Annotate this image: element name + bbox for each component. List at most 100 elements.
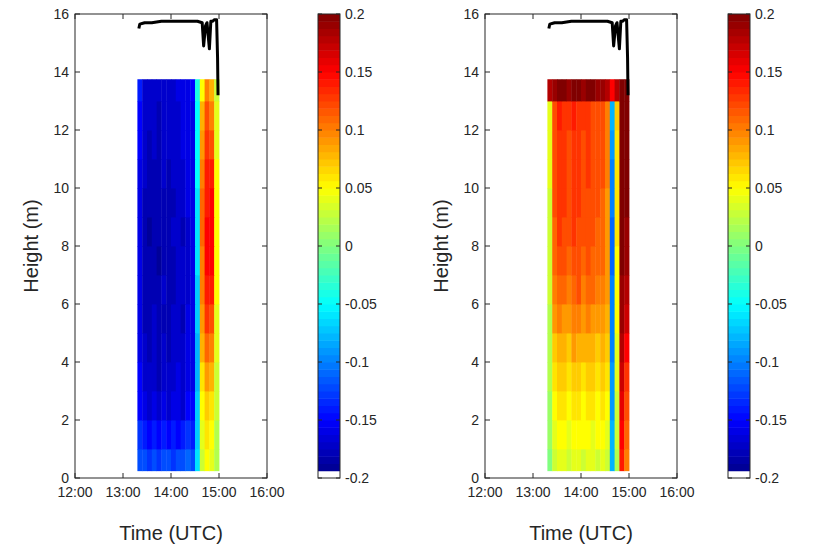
cell bbox=[552, 101, 557, 130]
cell bbox=[190, 159, 195, 188]
cell bbox=[557, 188, 562, 217]
cell bbox=[171, 449, 176, 471]
cell bbox=[142, 159, 147, 188]
y-tick bbox=[672, 130, 677, 131]
cell bbox=[615, 275, 620, 304]
cell bbox=[147, 449, 152, 471]
cell bbox=[605, 333, 610, 362]
colorbar-step bbox=[318, 14, 340, 22]
cell bbox=[562, 217, 567, 246]
cell bbox=[171, 130, 176, 159]
cell bbox=[552, 188, 557, 217]
cell bbox=[185, 101, 190, 130]
cell bbox=[610, 130, 615, 159]
y-tick bbox=[75, 362, 80, 363]
colorbar-step bbox=[318, 232, 340, 240]
cell bbox=[567, 79, 572, 101]
y-tick bbox=[485, 130, 490, 131]
cell bbox=[205, 333, 210, 362]
cell bbox=[547, 391, 552, 420]
colorbar-step bbox=[318, 275, 340, 283]
cell bbox=[624, 391, 629, 420]
cell bbox=[209, 130, 214, 159]
cell bbox=[557, 79, 562, 101]
cell bbox=[552, 391, 557, 420]
cell bbox=[205, 420, 210, 449]
cell bbox=[557, 391, 562, 420]
cell bbox=[200, 130, 205, 159]
cell bbox=[581, 159, 586, 188]
y-tick bbox=[75, 130, 80, 131]
colorbar bbox=[728, 14, 750, 479]
cell bbox=[209, 362, 214, 391]
cell bbox=[152, 420, 157, 449]
cell bbox=[200, 217, 205, 246]
cell bbox=[152, 362, 157, 391]
cell bbox=[214, 246, 219, 275]
cell bbox=[147, 217, 152, 246]
x-tick bbox=[533, 14, 534, 19]
colorbar-tick bbox=[746, 188, 750, 189]
cell bbox=[600, 188, 605, 217]
cell bbox=[567, 449, 572, 471]
cell bbox=[171, 101, 176, 130]
cell bbox=[152, 79, 157, 101]
colorbar-step bbox=[728, 29, 750, 37]
colorbar-tick-label: -0.05 bbox=[755, 296, 787, 312]
y-tick-label: 12 bbox=[53, 122, 69, 138]
x-tick bbox=[581, 14, 582, 19]
cell bbox=[624, 333, 629, 362]
colorbar-tick bbox=[336, 246, 340, 247]
y-tick-label: 10 bbox=[463, 180, 479, 196]
cell bbox=[619, 449, 624, 471]
cell bbox=[600, 304, 605, 333]
cell bbox=[157, 130, 162, 159]
colorbar-step bbox=[728, 282, 750, 290]
x-tick-label: 16:00 bbox=[659, 484, 694, 500]
colorbar-tick bbox=[746, 72, 750, 73]
cell bbox=[171, 333, 176, 362]
colorbar-step bbox=[318, 50, 340, 58]
cell bbox=[200, 420, 205, 449]
cell bbox=[576, 188, 581, 217]
x-tick-label: 14:00 bbox=[153, 484, 188, 500]
cell bbox=[137, 246, 142, 275]
cell bbox=[200, 333, 205, 362]
cell bbox=[576, 79, 581, 101]
cell bbox=[195, 420, 200, 449]
colorbar-step bbox=[728, 304, 750, 312]
colorbar-step bbox=[728, 239, 750, 247]
colorbar-step bbox=[318, 282, 340, 290]
colorbar-step bbox=[318, 130, 340, 138]
cell bbox=[152, 130, 157, 159]
colorbar-tick bbox=[318, 420, 322, 421]
cell bbox=[619, 304, 624, 333]
cell bbox=[605, 304, 610, 333]
cell bbox=[161, 275, 166, 304]
cell bbox=[147, 130, 152, 159]
cell bbox=[547, 159, 552, 188]
colorbar-step bbox=[728, 188, 750, 196]
cell bbox=[567, 246, 572, 275]
cell bbox=[571, 159, 576, 188]
colorbar-step bbox=[728, 384, 750, 392]
cell bbox=[557, 159, 562, 188]
cell bbox=[157, 101, 162, 130]
y-tick-label: 0 bbox=[471, 470, 479, 486]
cell bbox=[619, 420, 624, 449]
panel: 12:0013:0014:0015:0016:000246810121416Ti… bbox=[430, 6, 787, 544]
colorbar-step bbox=[728, 130, 750, 138]
cell bbox=[595, 101, 600, 130]
y-tick-label: 14 bbox=[463, 64, 479, 80]
x-tick bbox=[75, 14, 76, 19]
colorbar-tick-label: 0.15 bbox=[345, 64, 372, 80]
cell bbox=[562, 188, 567, 217]
colorbar-tick bbox=[728, 420, 732, 421]
colorbar-tick bbox=[336, 478, 340, 479]
cell bbox=[547, 188, 552, 217]
cell bbox=[147, 420, 152, 449]
cell bbox=[567, 159, 572, 188]
cell bbox=[610, 246, 615, 275]
cell bbox=[205, 391, 210, 420]
colorbar-step bbox=[728, 297, 750, 305]
